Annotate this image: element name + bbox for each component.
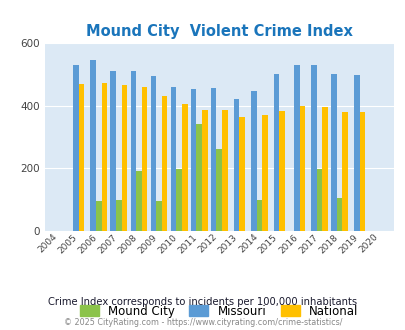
Bar — [141, 87, 147, 231]
Bar — [273, 74, 279, 231]
Legend: Mound City, Missouri, National: Mound City, Missouri, National — [80, 305, 358, 317]
Bar — [216, 148, 222, 231]
Text: Crime Index corresponds to incidents per 100,000 inhabitants: Crime Index corresponds to incidents per… — [48, 297, 357, 307]
Bar — [130, 71, 136, 231]
Bar — [181, 104, 187, 231]
Bar — [90, 60, 96, 231]
Bar — [170, 87, 176, 231]
Bar — [162, 96, 167, 231]
Bar — [190, 89, 196, 231]
Bar — [110, 71, 116, 231]
Bar — [201, 110, 207, 231]
Bar — [96, 201, 101, 231]
Bar — [279, 111, 284, 231]
Bar — [79, 84, 84, 231]
Bar — [316, 169, 322, 231]
Bar — [330, 74, 336, 231]
Bar — [336, 198, 341, 231]
Bar — [116, 200, 121, 231]
Bar — [196, 124, 201, 231]
Bar — [239, 116, 244, 231]
Bar — [250, 91, 256, 231]
Bar — [233, 99, 239, 231]
Bar — [310, 65, 316, 231]
Bar — [341, 112, 347, 231]
Bar — [101, 83, 107, 231]
Text: © 2025 CityRating.com - https://www.cityrating.com/crime-statistics/: © 2025 CityRating.com - https://www.city… — [64, 318, 341, 327]
Bar — [222, 110, 227, 231]
Bar — [293, 65, 299, 231]
Bar — [176, 169, 181, 231]
Bar — [136, 172, 141, 231]
Bar — [322, 107, 327, 231]
Bar — [262, 115, 267, 231]
Bar — [73, 65, 79, 231]
Bar — [256, 200, 262, 231]
Bar — [150, 76, 156, 231]
Bar — [122, 84, 127, 231]
Title: Mound City  Violent Crime Index: Mound City Violent Crime Index — [85, 24, 352, 39]
Bar — [359, 113, 364, 231]
Bar — [210, 88, 216, 231]
Bar — [156, 201, 162, 231]
Bar — [353, 75, 359, 231]
Bar — [299, 106, 305, 231]
